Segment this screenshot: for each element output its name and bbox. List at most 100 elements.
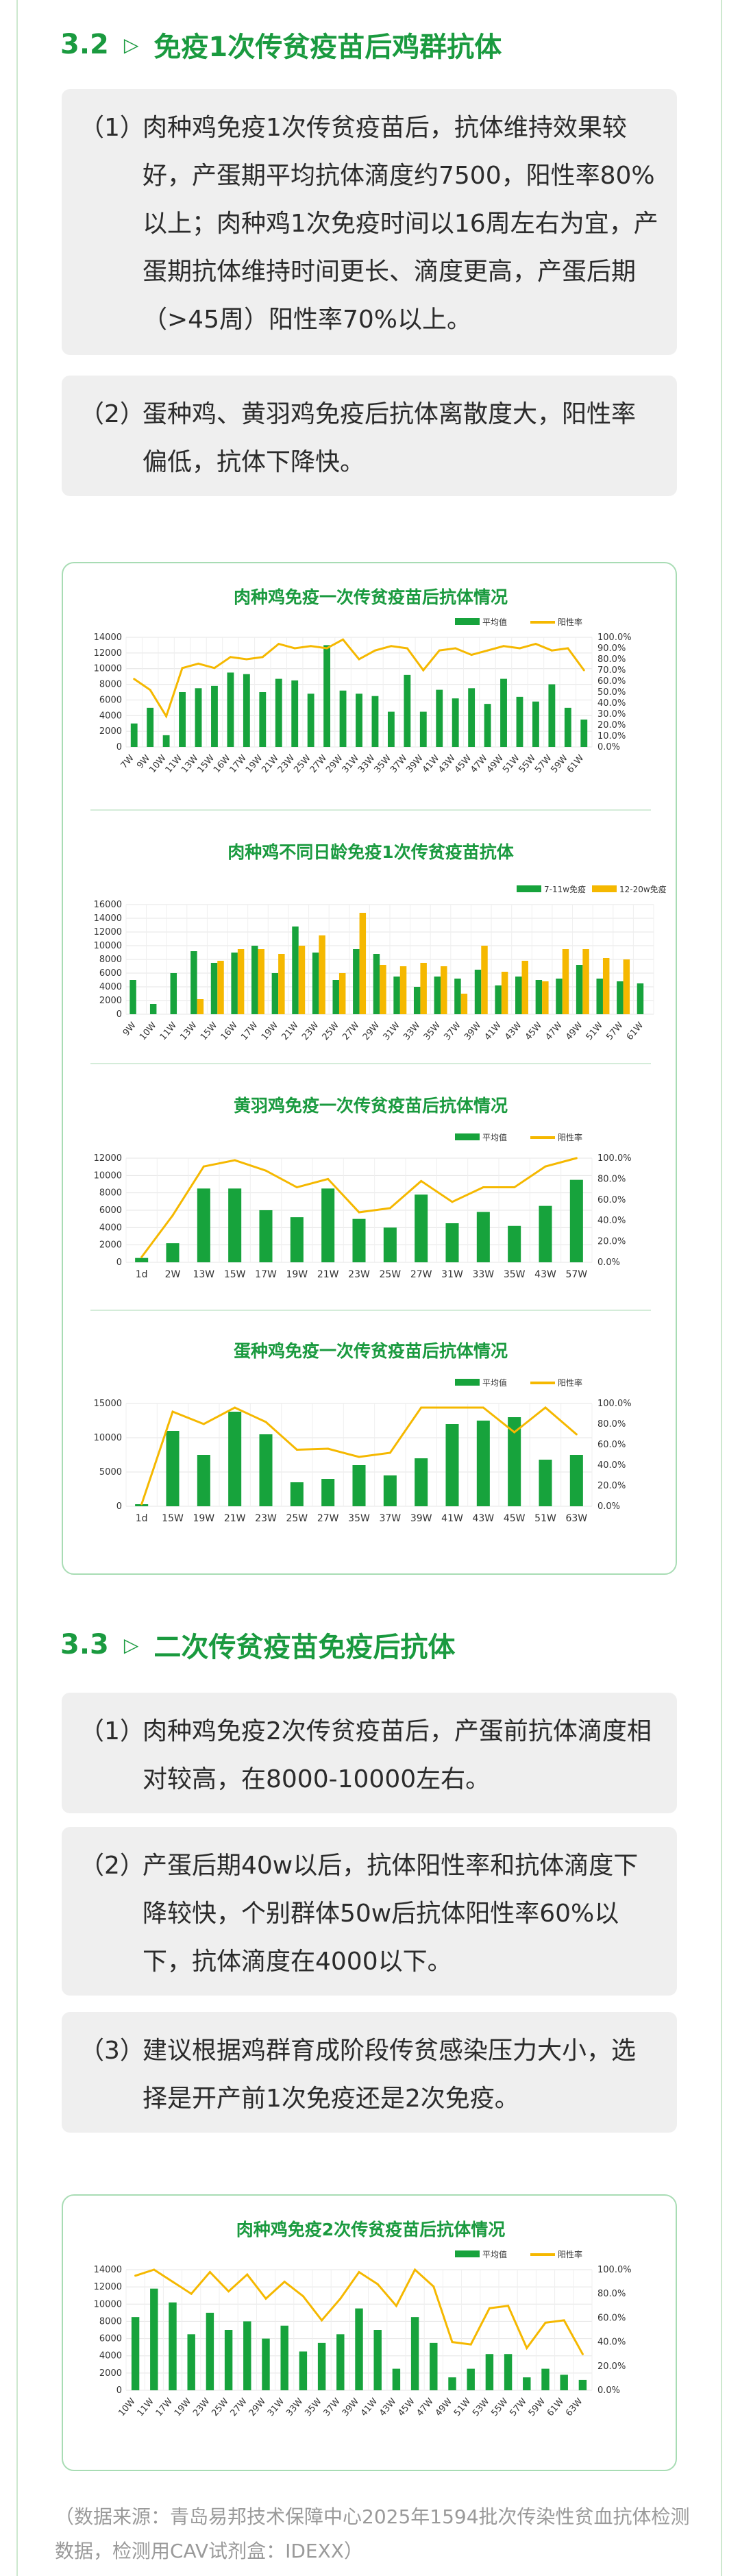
x-tick-label: 21W [260,753,280,775]
x-tick-label: 33W [472,1269,494,1280]
line-point [325,647,328,650]
bar [535,980,543,1014]
x-tick-label: 29W [361,1020,382,1042]
bar [383,1475,397,1506]
bar [393,977,400,1014]
bar [560,2375,568,2390]
bar [474,970,482,1014]
y-tick-label: 6000 [99,695,122,705]
legend-swatch [455,1379,480,1386]
bar [383,1227,397,1262]
bar [501,972,508,1014]
x-tick-label: 55W [517,753,538,775]
x-tick-label: 57W [604,1020,625,1042]
y-tick-label: 14000 [94,633,122,643]
x-tick-label: 41W [483,1020,504,1042]
line-point [507,2305,510,2307]
y-tick-label: 4000 [99,711,122,721]
y-tick-label: 6000 [99,968,122,979]
x-tick-label: 31W [266,2396,286,2418]
y2-tick-label: 20.0% [597,1237,626,1247]
bar [190,951,197,1014]
x-tick-label: 45W [523,1020,544,1042]
line-point [190,2292,193,2295]
bar [387,711,395,747]
y-tick-label: 6000 [99,2334,122,2344]
note-text: 建议根据鸡群育成阶段传贫感染压力大小，选择是开产前1次免疫还是2次免疫。 [143,2037,637,2113]
line-point [534,643,537,646]
bar [271,973,279,1014]
legend-label: 平均值 [482,1377,507,1388]
x-tick-label: 43W [472,1513,494,1524]
line-point [388,1451,391,1454]
note-text: 肉种鸡免疫1次传贫疫苗后，抗体维持效果较好，产蛋期平均抗体滴度约7500，阳性率… [143,114,658,334]
bar [228,1412,242,1506]
x-tick-label: 35W [504,1269,526,1280]
line-point [149,689,151,691]
line-point [327,1177,330,1180]
x-tick-label: 27W [317,1513,339,1524]
line-point [202,1165,205,1168]
chart-card-double-dose: 肉种鸡免疫2次传贫疫苗后抗体情况 平均值 阳性率 0 2000 4000 6000 8000 1… [62,2194,677,2471]
bar [521,961,528,1014]
y-tick-label: 12000 [94,1153,122,1164]
bar [410,2317,419,2390]
bar [280,2325,288,2390]
note-index: （2） [79,1852,145,1880]
x-tick-label: 10W [138,1020,158,1042]
bar [224,2330,233,2390]
bar [275,678,282,747]
bar [617,981,624,1014]
y2-tick-label: 0.0% [597,1501,620,1512]
x-tick-label: 23W [191,2396,212,2418]
bar [243,2321,251,2390]
x-tick-label: 15W [162,1513,184,1524]
bar [569,1179,583,1262]
x-tick-label: 25W [210,2396,230,2418]
line-point [518,647,521,650]
x-tick-label: 59W [527,2396,547,2418]
y2-tick-label: 100.0% [597,633,632,643]
y-tick-label: 0 [116,1009,122,1020]
bar [321,1188,335,1262]
y2-tick-label: 0.0% [597,742,620,752]
x-tick-label: 47W [469,753,489,775]
bar [179,692,186,747]
x-tick-label: 13W [180,753,200,775]
bar [166,1243,180,1262]
x-tick-label: 55W [489,2396,510,2418]
bar [210,963,218,1014]
x-tick-label: 23W [348,1269,370,1280]
y-tick-label: 4000 [99,1223,122,1233]
legend-label: 阳性率 [558,1132,582,1142]
bar [542,981,549,1014]
bar [569,1455,583,1506]
bar [578,2379,587,2390]
bar [317,2342,326,2390]
bar [445,1223,459,1262]
bar [467,2368,475,2390]
line-point [358,1211,360,1214]
line-point [482,1406,484,1409]
x-tick-label: 9W [121,1020,138,1038]
x-tick-label: 39W [341,2396,361,2418]
x-tick-label: 25W [321,1020,341,1042]
y2-tick-label: 80.0% [597,1419,626,1430]
y-tick-label: 10000 [94,941,122,951]
line-point [264,1169,267,1172]
y2-tick-label: 40.0% [597,2338,626,2348]
x-tick-label: 17W [154,2396,175,2418]
bar [582,949,589,1014]
chart-card-single-dose: 肉种鸡免疫一次传贫疫苗后抗体情况 平均值 阳性率 0 2000 4000 6000 8000 1… [62,562,677,1575]
line-point [213,667,216,670]
legend-swatch [592,885,617,892]
chart-title: 蛋种鸡免疫一次传贫疫苗后抗体情况 [234,1341,508,1361]
y-tick-label: 10000 [94,1433,122,1443]
bar [278,954,285,1014]
line-point [358,1456,360,1458]
y2-tick-label: 100.0% [597,1399,632,1409]
bar [452,698,459,747]
line-point [550,649,553,652]
y2-tick-label: 30.0% [597,709,626,720]
x-tick-label: 1d [136,1269,148,1280]
